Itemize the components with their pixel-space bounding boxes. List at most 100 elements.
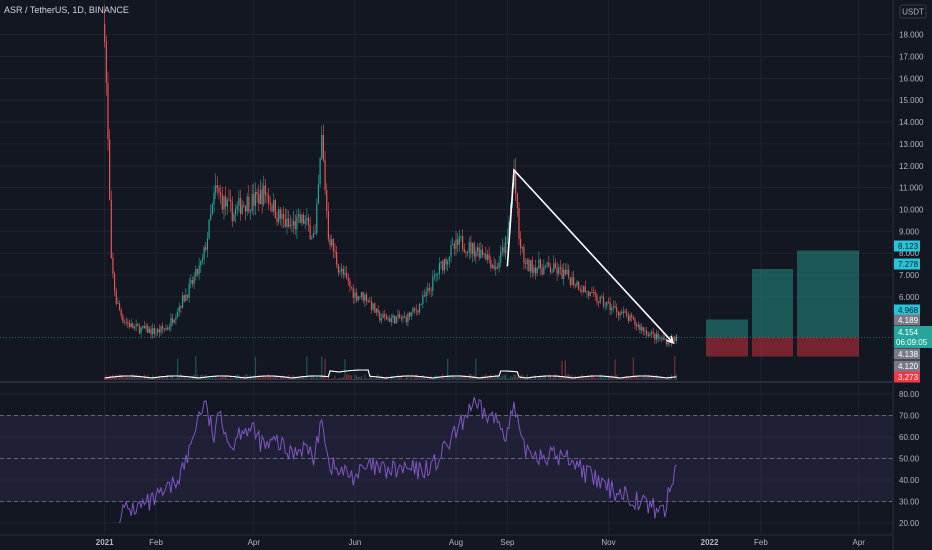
projection-target-zone[interactable] — [797, 250, 859, 338]
volume-bar — [173, 378, 175, 380]
candle-body — [516, 193, 518, 208]
candle-body — [647, 335, 649, 336]
volume-bar — [138, 375, 141, 380]
volume-bar — [382, 377, 384, 380]
candle-body — [544, 264, 547, 267]
volume-bar — [283, 376, 285, 380]
candle-body — [665, 339, 668, 345]
time-tick-label: Aug — [449, 538, 463, 547]
candle-body — [196, 268, 199, 275]
volume-bar — [660, 376, 663, 380]
arrow-head[interactable] — [666, 335, 675, 345]
candle-body — [329, 239, 331, 246]
candle-body — [490, 259, 492, 268]
position-projections[interactable] — [706, 250, 859, 357]
volume-bar — [132, 374, 134, 380]
rsi-axis[interactable]: 80.00 70.00 60.00 50.00 40.00 30.00 20.00 — [899, 390, 920, 528]
candle-body — [645, 330, 648, 336]
candle-body — [428, 288, 431, 290]
projection-stop-zone[interactable] — [752, 337, 793, 357]
candle-body — [465, 252, 467, 254]
volume-bar — [118, 374, 121, 380]
candle-body — [533, 267, 535, 274]
candle-body — [213, 192, 215, 205]
volume-bar — [665, 378, 668, 380]
time-tick-label: Feb — [754, 538, 768, 547]
candle-body — [304, 220, 306, 224]
candle-body — [178, 306, 180, 312]
volume-bar — [573, 378, 575, 380]
candle-body — [296, 216, 298, 230]
projection-stop-zone[interactable] — [797, 337, 859, 357]
time-tick-label: Apr — [852, 538, 865, 547]
projection-stop-zone[interactable] — [706, 337, 748, 357]
projection-target-zone[interactable] — [752, 268, 793, 338]
volume-bar — [268, 374, 270, 380]
volume-bar — [520, 375, 522, 380]
volume-bar — [311, 375, 313, 380]
candle-body — [486, 254, 489, 260]
candle-body — [460, 236, 462, 237]
candle-body — [218, 188, 220, 193]
candle-body — [104, 23, 106, 42]
candle-body — [660, 337, 663, 339]
candle-body — [306, 218, 308, 221]
volume-bar — [619, 377, 621, 380]
candle-body — [447, 261, 449, 265]
candle-body — [226, 199, 228, 207]
volume-bar — [476, 377, 479, 380]
price-tag-box — [894, 348, 920, 360]
projection-target-zone[interactable] — [706, 319, 748, 338]
candle-body — [150, 328, 152, 335]
volume-bar — [515, 374, 517, 380]
volume-bar — [150, 378, 152, 380]
volume-bar — [606, 377, 608, 380]
candle-body — [200, 261, 202, 266]
volume-bar — [195, 356, 197, 380]
volume-bar — [511, 377, 513, 380]
candle-body — [415, 309, 417, 311]
candle-body — [185, 294, 187, 302]
candle-body — [301, 214, 303, 223]
candle-body — [596, 294, 598, 302]
candle-body — [649, 332, 651, 336]
currency-button[interactable]: USDT — [899, 4, 927, 19]
volume-bar — [281, 375, 283, 380]
volume-bar — [654, 375, 656, 380]
price-axis[interactable]: 18.000 17.000 16.000 15.000 14.000 13.000 12.0… — [899, 31, 924, 302]
volume-bar — [674, 356, 676, 380]
current-price-tag — [894, 326, 932, 348]
volume-bar — [525, 377, 527, 380]
volume-bar — [231, 378, 233, 380]
rsi-tick-label: 60.00 — [899, 433, 920, 442]
volume-bar — [324, 358, 326, 380]
volume-bar — [140, 377, 142, 380]
candle-body — [369, 301, 371, 302]
volume-bar — [418, 375, 421, 380]
volume-bar — [104, 377, 106, 380]
trend-drawing[interactable] — [506, 168, 675, 345]
volume-bar — [561, 360, 563, 380]
volume-bar — [239, 376, 242, 380]
candle-body — [566, 269, 568, 275]
candle-body — [236, 205, 238, 210]
volume-bar — [594, 378, 596, 380]
candle-body — [458, 236, 460, 245]
volume-bar — [160, 378, 162, 380]
volume-bar — [457, 377, 459, 380]
candle-body — [551, 271, 553, 273]
candle-body — [495, 266, 497, 270]
candle-body — [251, 193, 253, 211]
volume-bar — [556, 378, 558, 380]
volume-bar — [533, 375, 535, 380]
pane-separator[interactable] — [0, 381, 893, 383]
time-axis[interactable]: 2021 Feb Apr Jun Aug Sep Nov 2022 Feb Apr — [0, 534, 893, 547]
candle-body — [370, 301, 373, 310]
candle-body — [211, 204, 213, 215]
volume-bar — [486, 376, 489, 380]
candle-body — [641, 327, 643, 331]
candle-body — [341, 268, 343, 272]
trend-line[interactable] — [506, 168, 674, 344]
volume-bar — [437, 377, 439, 380]
